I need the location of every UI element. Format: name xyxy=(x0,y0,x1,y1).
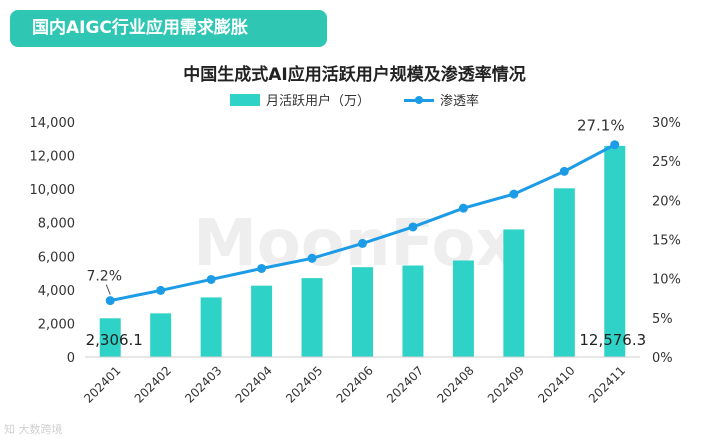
legend-bar-swatch xyxy=(229,93,260,106)
line-point xyxy=(408,222,418,232)
y-left-tick-label: 14,000 xyxy=(30,116,76,131)
bar xyxy=(251,285,273,357)
bar-series xyxy=(99,145,626,357)
y-left-tick-label: 8,000 xyxy=(38,217,75,232)
bar-label-last: 12,576.3 xyxy=(579,331,646,349)
legend-line-label: 渗透率 xyxy=(440,94,480,109)
bar xyxy=(604,145,626,357)
line-point xyxy=(358,238,367,248)
y-left-tick-label: 0 xyxy=(67,351,75,366)
x-tick-label: 202405 xyxy=(283,363,325,405)
legend-item-bar: 月活跃用户（万） xyxy=(229,90,370,109)
line-point xyxy=(458,203,468,213)
line-point xyxy=(610,140,620,150)
line-point xyxy=(156,285,166,295)
line-label-first: 7.2% xyxy=(86,269,122,285)
line-point xyxy=(206,274,216,284)
bar xyxy=(200,297,222,357)
bar xyxy=(99,318,121,357)
y-right-tick-label: 25% xyxy=(652,155,681,170)
x-tick-label: 202403 xyxy=(182,363,224,405)
bar xyxy=(150,313,172,357)
x-tick-label: 202406 xyxy=(334,363,376,405)
bottom-watermark: 知 大数跨境 xyxy=(4,423,63,436)
y-left-tick-label: 4,000 xyxy=(38,284,75,299)
bar xyxy=(301,278,323,357)
x-tick-label: 202410 xyxy=(535,363,577,405)
y-left-tick-label: 12,000 xyxy=(30,150,76,165)
x-tick-label: 202402 xyxy=(132,363,174,405)
y-right-tick-label: 5% xyxy=(652,312,673,327)
x-tick-label: 202407 xyxy=(384,363,426,405)
x-tick-label: 202408 xyxy=(434,363,476,405)
line-point xyxy=(257,263,267,273)
chart-title: 中国生成式AI应用活跃用户规模及渗透率情况 xyxy=(183,65,526,85)
section-banner: 国内AIGC行业应用需求膨胀 xyxy=(10,10,327,47)
y-right-tick-label: 20% xyxy=(652,194,681,209)
y-right-tick-label: 15% xyxy=(652,234,681,249)
line-series xyxy=(105,140,620,306)
y-right-tick-label: 0% xyxy=(652,351,673,366)
y-left-tick-label: 6,000 xyxy=(38,250,75,265)
y-right-tick-label: 30% xyxy=(652,116,681,131)
line-point xyxy=(105,296,115,306)
legend-line-swatch xyxy=(404,94,434,106)
bar xyxy=(503,229,525,357)
data-labels: 7.2% 27.1% 2,306.1 12,576.3 xyxy=(86,117,647,349)
x-tick-label: 202401 xyxy=(81,363,123,405)
chart-legend: 月活跃用户（万） 渗透率 xyxy=(0,90,709,109)
line-point xyxy=(559,166,569,176)
line-point xyxy=(307,253,317,263)
bar-label-first: 2,306.1 xyxy=(86,331,143,349)
legend-item-line: 渗透率 xyxy=(404,90,479,109)
bar xyxy=(553,188,575,357)
y-left-tick-label: 2,000 xyxy=(38,317,75,332)
y-left-tick-label: 10,000 xyxy=(30,183,76,198)
legend-bar-label: 月活跃用户（万） xyxy=(265,94,370,109)
line-point xyxy=(509,189,519,199)
banner-title: 国内AIGC行业应用需求膨胀 xyxy=(32,18,248,38)
line-label-leader xyxy=(105,284,111,295)
y-right-tick-label: 10% xyxy=(652,273,681,288)
x-tick-label: 202404 xyxy=(233,363,275,405)
bar xyxy=(352,267,373,357)
bar xyxy=(452,260,474,357)
x-tick-label: 202411 xyxy=(586,363,628,405)
line-label-last: 27.1% xyxy=(577,117,625,135)
x-tick-label: 202409 xyxy=(485,363,527,405)
bar xyxy=(402,265,424,357)
